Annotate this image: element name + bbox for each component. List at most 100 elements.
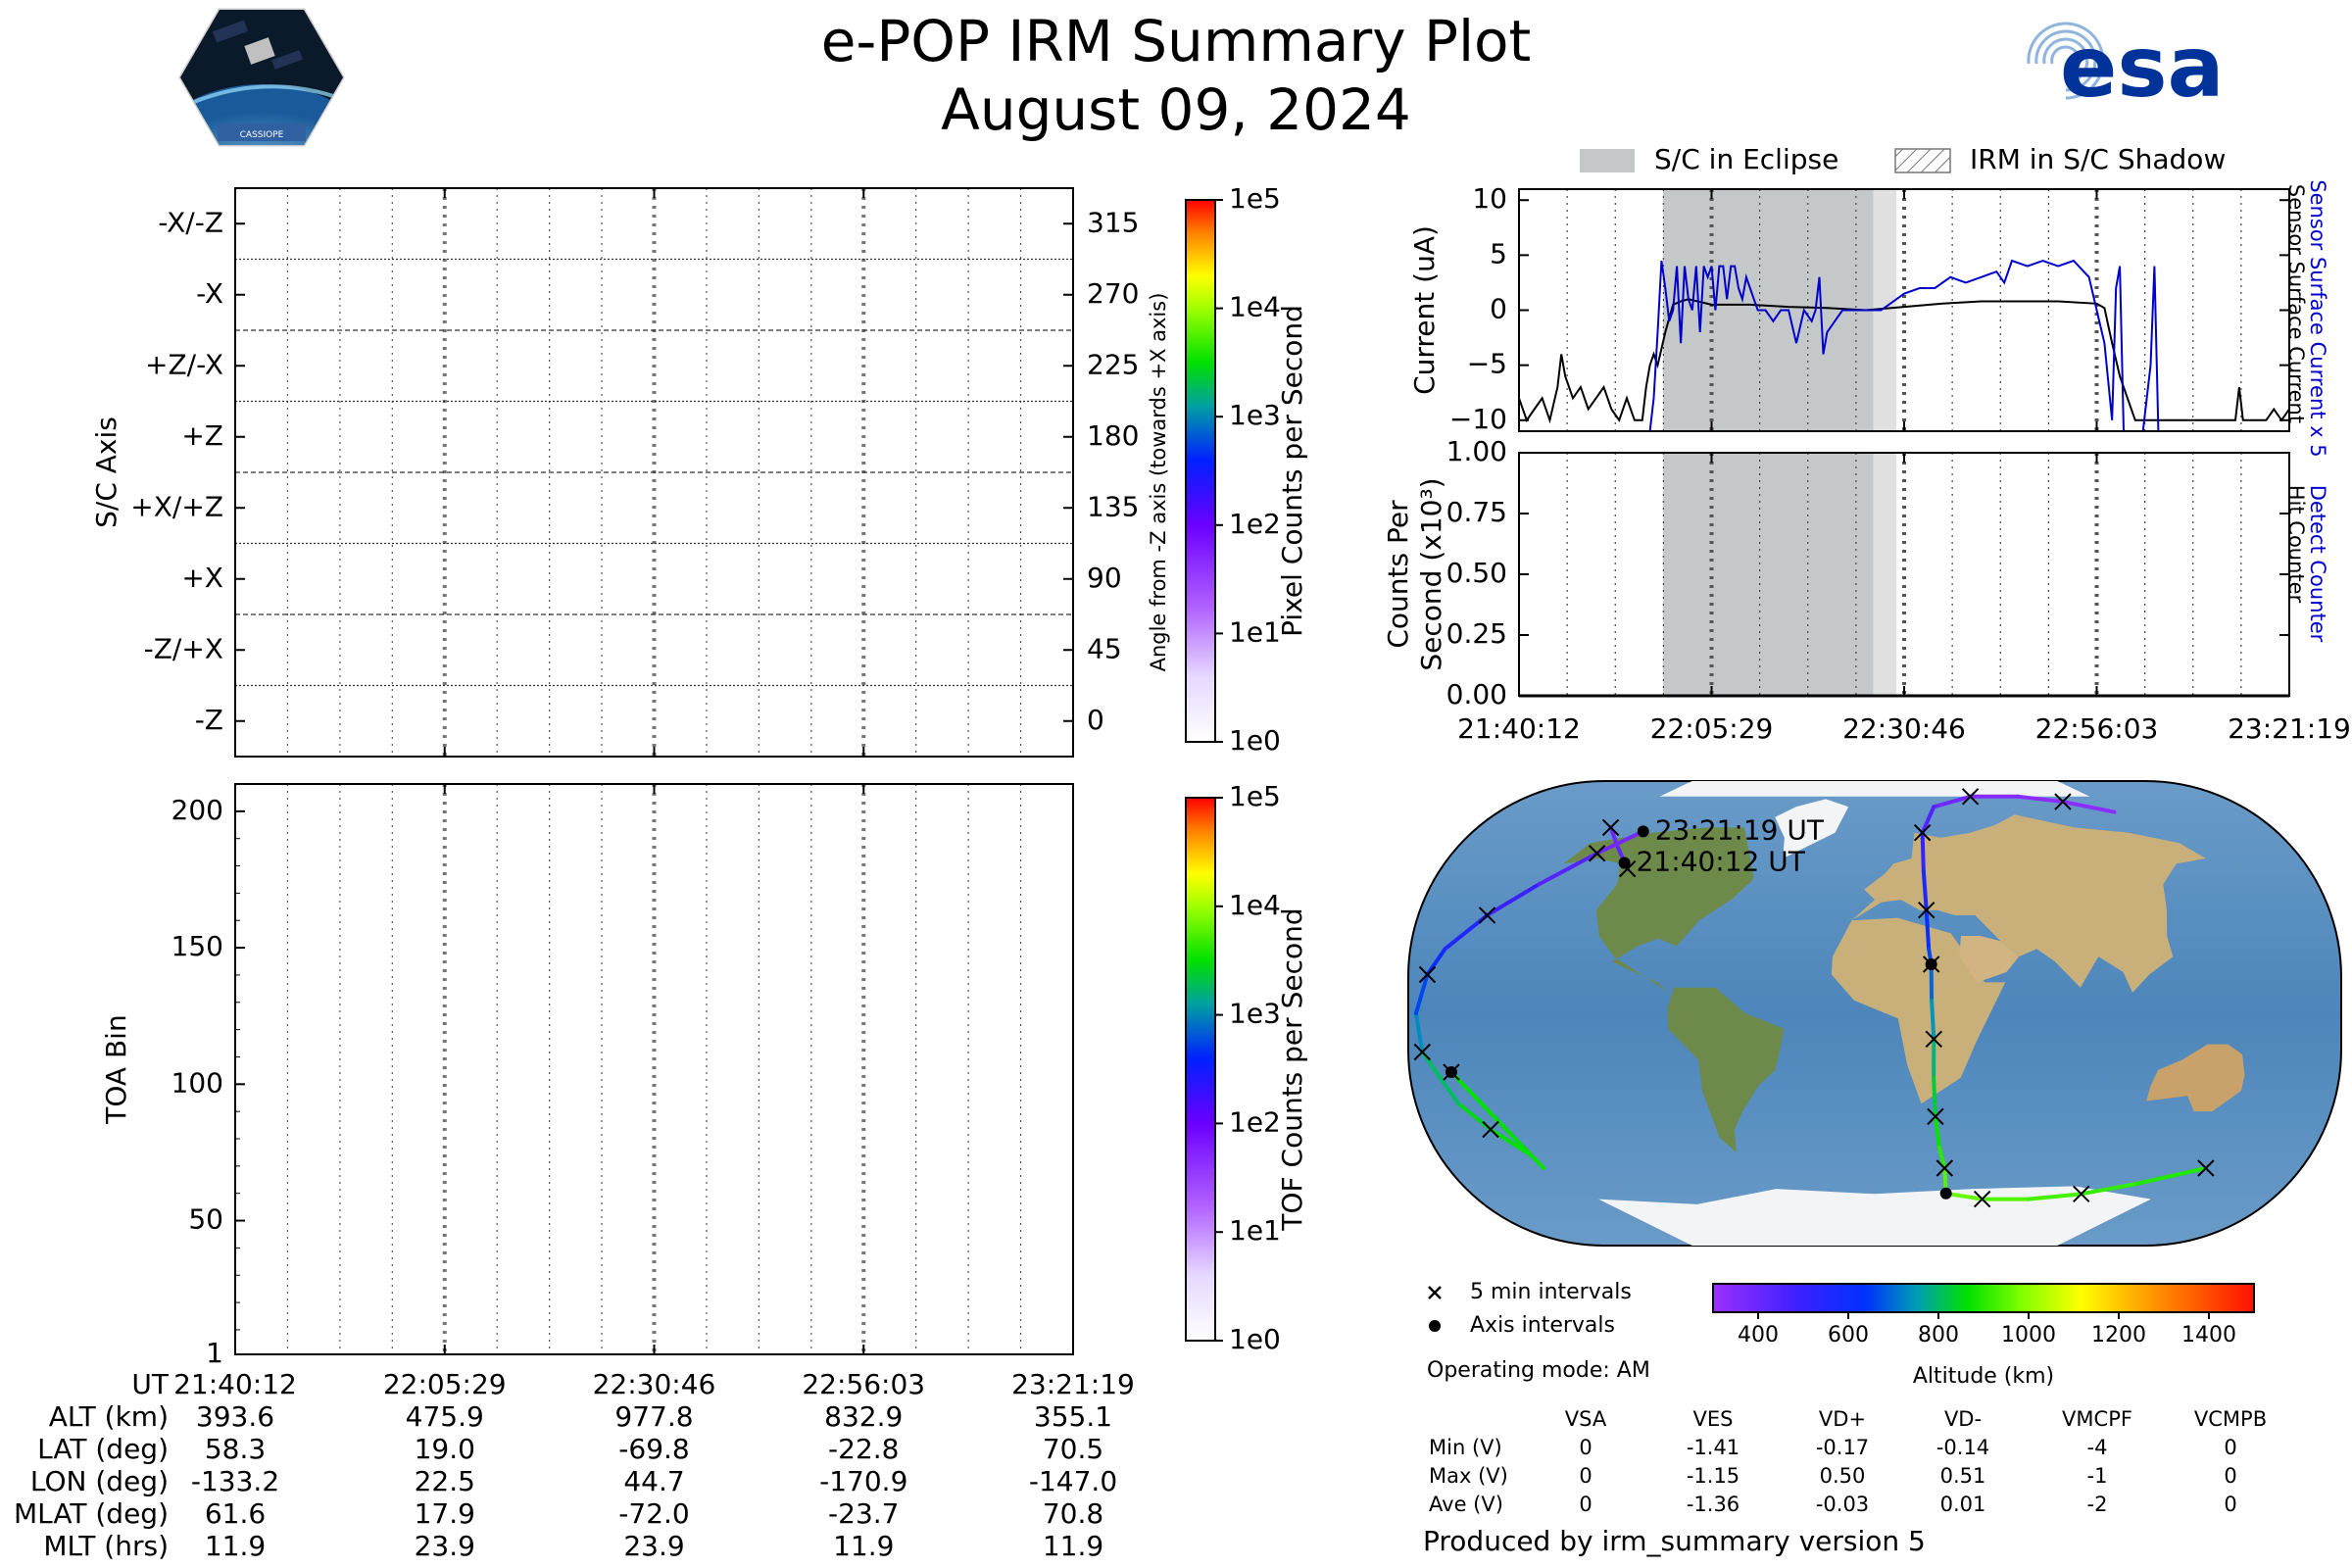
land-north-america bbox=[1563, 827, 1754, 993]
altitude-colorbar-tick-label: 800 bbox=[1918, 1323, 1959, 1348]
counts-eclipse-region bbox=[1662, 453, 1874, 696]
time-table-cell: 21:40:12 bbox=[173, 1368, 297, 1400]
time-table-cell: 22.5 bbox=[414, 1465, 475, 1497]
time-table-cell: 70.5 bbox=[1042, 1433, 1104, 1465]
voltage-row-label: Ave (V) bbox=[1429, 1493, 1503, 1516]
toa-y-tick-label: 100 bbox=[172, 1066, 223, 1099]
time-table-cell: 977.8 bbox=[614, 1400, 694, 1433]
orbit-5min-marker bbox=[1961, 788, 1980, 806]
orbit-5min-marker bbox=[1482, 1120, 1499, 1139]
voltage-row-label: Max (V) bbox=[1429, 1464, 1508, 1488]
land-eurasia bbox=[1851, 814, 2206, 993]
sc-axis-right-tick-label: 225 bbox=[1087, 348, 1139, 380]
orbit-5min-marker bbox=[1973, 1190, 1991, 1208]
time-table-cell: 61.6 bbox=[204, 1497, 267, 1530]
legend-shadow-label: IRM in S/C Shadow bbox=[1970, 143, 2226, 175]
counts-right-label-black: Hit Counter bbox=[2284, 485, 2308, 604]
orbit-track-segment bbox=[1920, 805, 1936, 835]
shadow-region bbox=[1873, 189, 1897, 431]
orbit-track-segment bbox=[2134, 1166, 2208, 1186]
time-table-row-label: LAT (deg) bbox=[37, 1433, 169, 1465]
pixel-colorbar-label: Pixel Counts per Second bbox=[1276, 305, 1308, 637]
voltage-column-header: VMCPF bbox=[2062, 1407, 2132, 1431]
orbit-5min-marker bbox=[1413, 1043, 1431, 1061]
orbit-5min-marker bbox=[2054, 793, 2072, 810]
sc-axis-right-tick-label: 0 bbox=[1087, 704, 1104, 736]
cassiope-logo: CASSIOPE bbox=[178, 8, 345, 147]
current-y-tick-label: 10 bbox=[1472, 182, 1507, 215]
tof-colorbar-tick-label: 1e3 bbox=[1229, 998, 1281, 1030]
current-ylabel: Current (uA) bbox=[1408, 225, 1441, 395]
map-ocean bbox=[1407, 780, 2342, 1247]
pixel-colorbar-tick-label: 1e4 bbox=[1229, 291, 1281, 323]
counts-y-tick-label: 1.00 bbox=[1446, 435, 1507, 467]
voltage-column-header: VSA bbox=[1564, 1407, 1607, 1431]
esa-logo-text: esa bbox=[2060, 19, 2225, 117]
land-arabia bbox=[1959, 936, 2020, 983]
orbit-track-segment bbox=[1936, 1145, 1947, 1170]
current-y-tick-label: 0 bbox=[1490, 293, 1507, 325]
counts-y-tick-label: 0.25 bbox=[1446, 617, 1507, 650]
voltage-cell: 0.01 bbox=[1939, 1493, 1986, 1516]
altitude-colorbar-tick-label: 400 bbox=[1738, 1323, 1779, 1348]
orbit-start-annotation: 21:40:12 UT bbox=[1637, 845, 1806, 877]
current-series-sensor-surface-current-x-5 bbox=[1648, 259, 2167, 432]
tof-colorbar-tick-label: 1e4 bbox=[1229, 889, 1281, 921]
legend-axis-label: Axis intervals bbox=[1470, 1313, 1615, 1338]
time-table-cell: -133.2 bbox=[190, 1465, 280, 1497]
esa-logo: esa bbox=[2027, 19, 2225, 117]
orbit-5min-marker bbox=[1918, 901, 1936, 919]
counts-shadow-region bbox=[1873, 453, 1897, 696]
tof-colorbar-tick-label: 1e2 bbox=[1229, 1105, 1281, 1138]
time-table-row-label: MLT (hrs) bbox=[43, 1530, 169, 1562]
page-title: e-POP IRM Summary Plot bbox=[820, 8, 1532, 74]
orbit-5min-marker bbox=[1913, 823, 1932, 842]
orbit-track-segment bbox=[1413, 1011, 1425, 1054]
altitude-colorbar-tick-label: 1400 bbox=[2181, 1323, 2236, 1348]
voltage-cell: -2 bbox=[2086, 1493, 2108, 1516]
land-australia bbox=[2146, 1044, 2245, 1112]
sc-axis-left-tick-label: -Z bbox=[195, 704, 223, 736]
time-table-cell: 58.3 bbox=[204, 1433, 267, 1465]
voltage-cell: -1 bbox=[2086, 1464, 2108, 1488]
operating-mode: Operating mode: AM bbox=[1427, 1358, 1650, 1383]
legend-axis-icon bbox=[1429, 1320, 1441, 1332]
altitude-colorbar-tick-label: 600 bbox=[1828, 1323, 1869, 1348]
tof-colorbar bbox=[1185, 797, 1216, 1342]
orbit-track-segment bbox=[2026, 1192, 2083, 1201]
legend-5min-icon bbox=[1428, 1286, 1442, 1299]
time-table-cell: -69.8 bbox=[618, 1433, 690, 1465]
orbit-axis-marker bbox=[1618, 857, 1631, 869]
altitude-colorbar-tick-label: 1200 bbox=[2091, 1323, 2146, 1348]
time-table-cell: 11.9 bbox=[1042, 1530, 1104, 1562]
voltage-column-header: VD+ bbox=[1818, 1407, 1867, 1431]
time-table-row-label: ALT (km) bbox=[48, 1400, 169, 1433]
orbit-track-segment bbox=[1443, 912, 1490, 952]
voltage-cell: -4 bbox=[2086, 1436, 2108, 1459]
time-table-cell: -72.0 bbox=[618, 1497, 690, 1530]
legend-shadow-swatch bbox=[1894, 148, 1951, 173]
time-table-cell: 11.9 bbox=[204, 1530, 267, 1562]
sc-axis-left-tick-label: -Z/+X bbox=[144, 632, 223, 664]
orbit-5min-marker bbox=[1936, 1159, 1954, 1177]
land-greenland bbox=[1775, 799, 1849, 858]
orbit-track-segment bbox=[1413, 972, 1430, 1015]
time-table-cell: 23.9 bbox=[414, 1530, 475, 1562]
pixel-colorbar-tick-label: 1e2 bbox=[1229, 508, 1281, 540]
counts-right-label-blue: Detect Counter bbox=[2306, 485, 2329, 643]
counts-ylabel-line1: Counts Per bbox=[1382, 500, 1414, 649]
orbit-track-segment bbox=[2079, 1181, 2139, 1197]
sc-axis-right-tick-label: 270 bbox=[1087, 277, 1139, 310]
orbit-5min-marker bbox=[2197, 1159, 2215, 1177]
orbit-track-segment bbox=[1932, 1075, 1937, 1119]
orbit-axis-marker bbox=[1925, 957, 1937, 970]
voltage-cell: -0.17 bbox=[1815, 1436, 1870, 1459]
pixel-colorbar-tick-label: 1e3 bbox=[1229, 399, 1281, 431]
orbit-end-annotation: 23:21:19 UT bbox=[1655, 813, 1825, 846]
time-table-cell: 23.9 bbox=[623, 1530, 685, 1562]
counts-x-tick-label: 21:40:12 bbox=[1457, 712, 1581, 745]
orbit-track-segment bbox=[2016, 794, 2065, 805]
voltage-column-header: VD- bbox=[1943, 1407, 1983, 1431]
